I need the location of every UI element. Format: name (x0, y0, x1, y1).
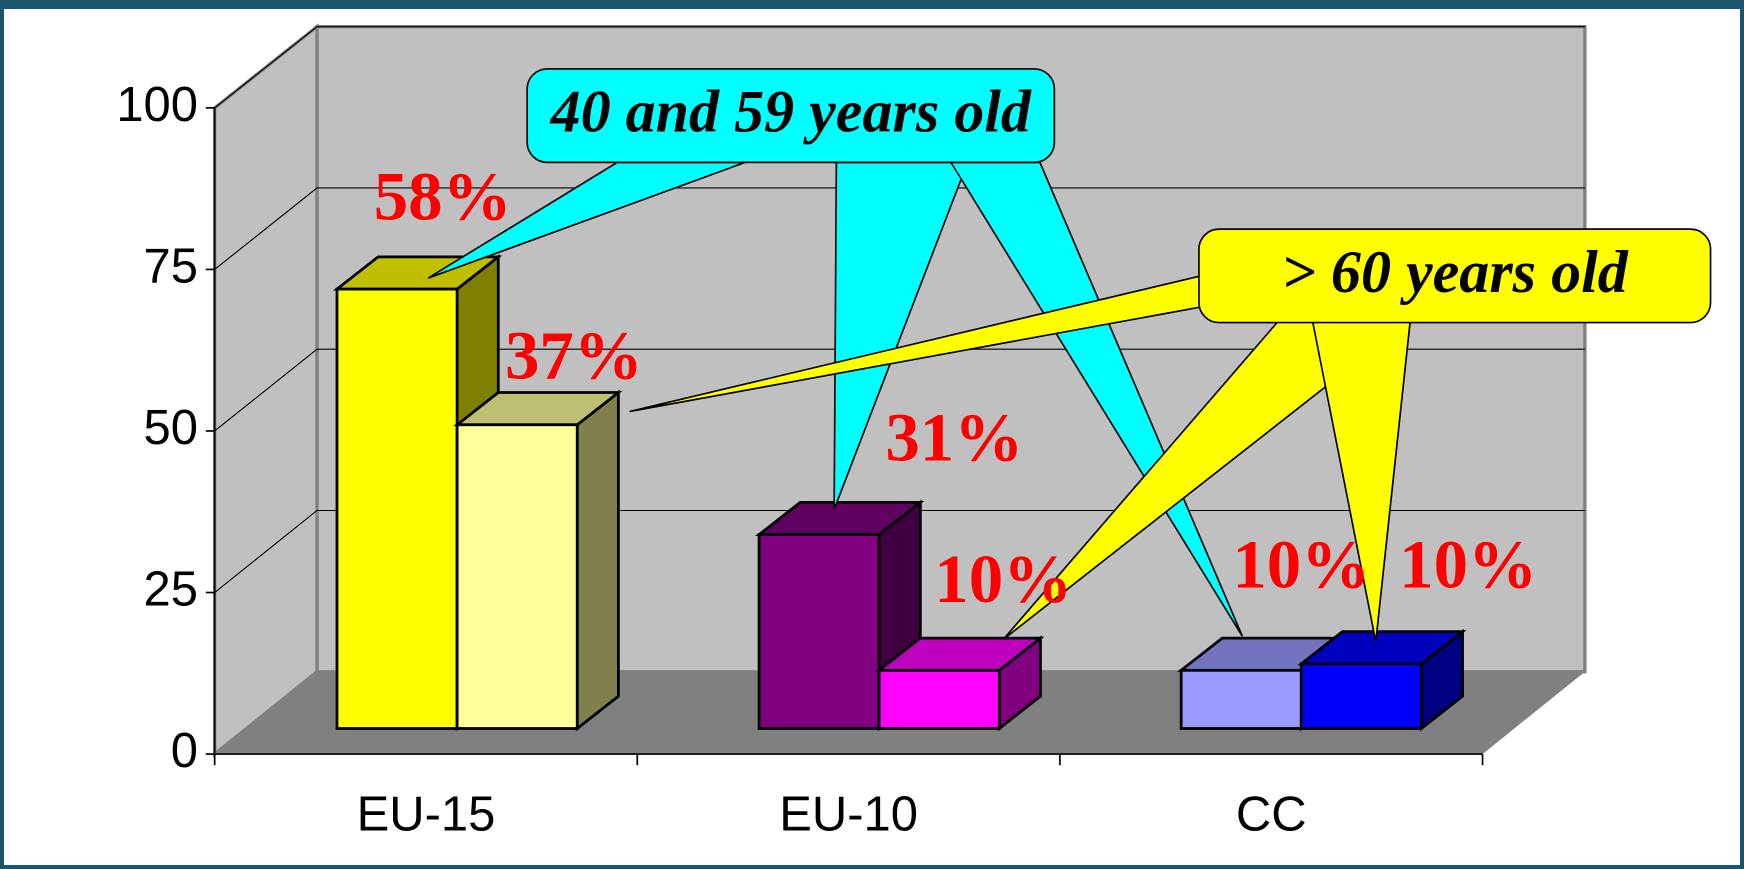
legend-callout (1198, 228, 1712, 324)
x-tick-label: CC (1236, 787, 1307, 841)
annotation: 10% (1232, 526, 1370, 602)
bar (877, 668, 1001, 730)
annotation: 10% (1399, 526, 1537, 602)
x-tick-label: EU-15 (357, 787, 496, 841)
bar (1299, 662, 1423, 730)
x-tick-label: EU-10 (779, 787, 918, 841)
bar-side (575, 389, 620, 732)
y-tick-label: 0 (171, 724, 198, 778)
y-tick-label: 25 (144, 562, 198, 616)
bar (1179, 668, 1303, 730)
y-tick-label: 100 (116, 78, 198, 132)
annotation: 37% (505, 317, 643, 393)
legend-label: > 60 years old (1282, 238, 1629, 305)
y-tick-label: 75 (144, 239, 198, 293)
bar (335, 287, 459, 730)
bar (455, 423, 579, 730)
legend-callout (526, 68, 1056, 164)
annotation: 10% (934, 541, 1072, 617)
annotation: 31% (885, 400, 1023, 476)
legend-label: 40 and 59 years old (550, 78, 1032, 145)
bar (757, 533, 881, 730)
annotation: 58% (374, 158, 512, 234)
grid-line (214, 187, 1585, 270)
plot: 0 25 50 75 100 EU-15 EU-10 CC 40 and 59 years ol… (116, 23, 1712, 841)
grid-line (214, 26, 1585, 109)
grid-line (214, 348, 1585, 432)
y-tick-label: 50 (144, 401, 198, 455)
